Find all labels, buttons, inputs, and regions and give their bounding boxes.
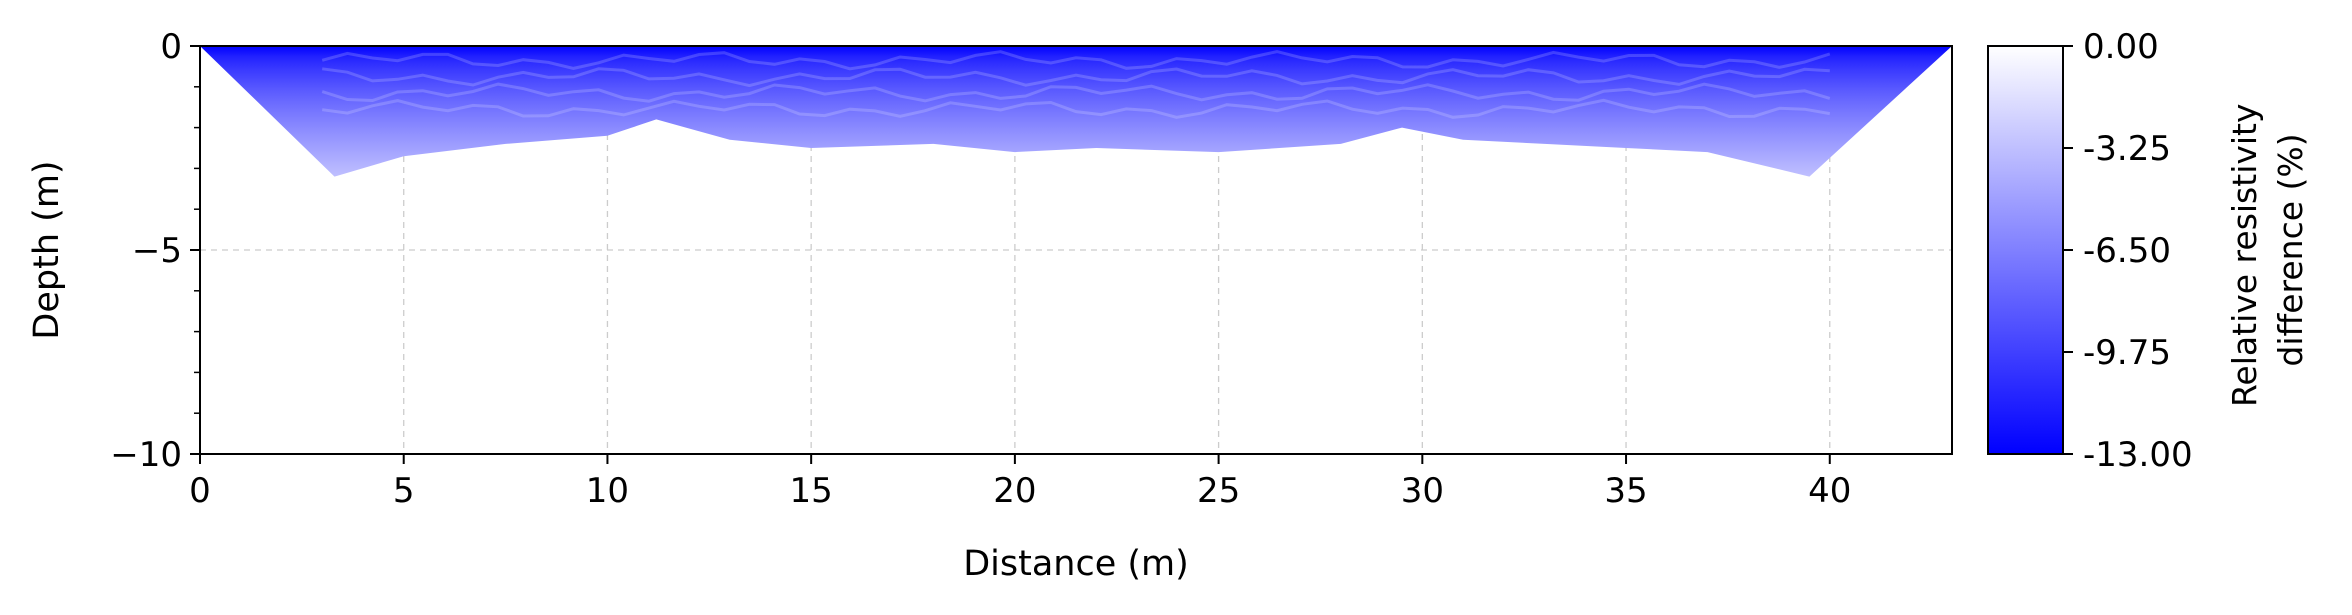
x-tick-label: 0 xyxy=(189,471,211,511)
colorbar-label: Relative resistivity difference (%) xyxy=(2225,93,2310,407)
x-tick-label: 35 xyxy=(1604,471,1647,511)
x-tick-label: 10 xyxy=(586,471,629,511)
x-tick-label: 20 xyxy=(993,471,1036,511)
contour-band xyxy=(321,82,1831,103)
x-axis-label: Distance (m) xyxy=(963,544,1189,584)
colorbar-ticks: 0.00 -3.25 -6.50 -9.75 -13.00 xyxy=(2063,27,2193,475)
colorbar-tick-label: 0.00 xyxy=(2083,27,2159,67)
contour-texture xyxy=(321,50,1831,119)
x-axis: 0 5 10 15 20 25 30 35 40 xyxy=(189,454,1851,511)
resistivity-section xyxy=(200,46,1952,177)
y-tick-label: 0 xyxy=(160,27,182,67)
x-tick-label: 15 xyxy=(790,471,833,511)
y-axis: 0 −5 −10 xyxy=(110,27,200,475)
y-axis-label: Depth (m) xyxy=(27,160,67,339)
x-tick-label: 25 xyxy=(1197,471,1240,511)
colorbar-tick-label: -13.00 xyxy=(2083,435,2193,475)
colorbar-gradient xyxy=(1987,45,2064,455)
colorbar-tick-label: -3.25 xyxy=(2083,129,2171,169)
colorbar-label-line-2: difference (%) xyxy=(2271,133,2310,366)
x-tick-label: 5 xyxy=(393,471,415,511)
x-tick-label: 30 xyxy=(1401,471,1444,511)
contour-band xyxy=(321,98,1831,119)
colorbar-tick-label: -6.50 xyxy=(2083,231,2171,271)
colorbar: 0.00 -3.25 -6.50 -9.75 -13.00 Relative resis… xyxy=(1987,27,2310,475)
y-tick-label: −5 xyxy=(132,231,182,271)
colorbar-tick-label: -9.75 xyxy=(2083,333,2171,373)
x-tick-label: 40 xyxy=(1808,471,1851,511)
contour-band xyxy=(321,50,1831,71)
contour-band xyxy=(321,67,1830,88)
colorbar-label-line-1: Relative resistivity xyxy=(2225,103,2264,407)
y-tick-label: −10 xyxy=(110,435,182,475)
